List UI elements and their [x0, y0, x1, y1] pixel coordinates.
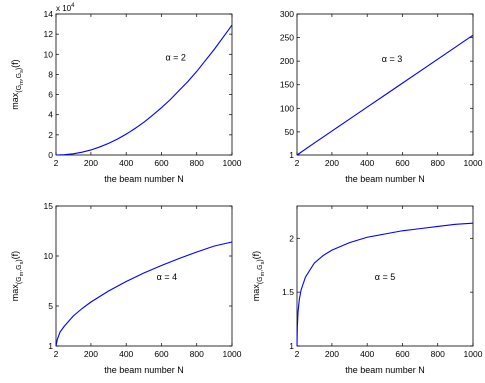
- subplot-4: 2 200 400 600 800 1000 1 1.5 2 the beam number N m…: [251, 205, 483, 375]
- x-tick-label: 200: [325, 158, 339, 168]
- y-axis-label-part: ,G: [16, 264, 23, 271]
- y-tick-label: 200: [280, 56, 294, 66]
- y-axis-label-part: s: [260, 261, 266, 264]
- y-tick-label: 1: [289, 150, 294, 160]
- y-tick-label: 14: [44, 9, 54, 19]
- x-tick-label: 1000: [223, 158, 242, 168]
- x-axis-label: the beam number N: [104, 365, 184, 375]
- x-tick-label: 1000: [464, 349, 483, 359]
- data-line: [55, 241, 233, 347]
- y-axis-label-part: m: [260, 271, 266, 276]
- x-tick-label: 400: [119, 158, 133, 168]
- x-axis-label: the beam number N: [104, 174, 184, 184]
- x-tick-label: 200: [84, 349, 98, 359]
- y-tick-label: 300: [280, 9, 294, 19]
- x-axis-label: the beam number N: [345, 174, 425, 184]
- alpha-annotation: α = 4: [157, 272, 177, 282]
- x-tick-label: 600: [154, 158, 168, 168]
- x-tick-label: 1000: [464, 158, 483, 168]
- y-tick-label: 100: [280, 103, 294, 113]
- x-tick-label: 800: [431, 158, 445, 168]
- x-tick-label: 1000: [223, 349, 242, 359]
- y-axis-label-part: ,G: [16, 73, 23, 80]
- y-axis-label-part: s: [19, 261, 25, 264]
- y-axis-label-part: ,G: [257, 264, 264, 271]
- axes-frame: [296, 205, 474, 347]
- y-axis-label-part: (G: [257, 276, 264, 284]
- y-multiplier-exponent: 4: [71, 3, 75, 9]
- x-tick-label: 200: [84, 158, 98, 168]
- y-axis-label-part: max: [251, 284, 261, 302]
- y-tick-label: 150: [280, 80, 294, 90]
- y-tick-label: 6: [48, 90, 53, 100]
- x-axis-label: the beam number N: [345, 365, 425, 375]
- axes-frame: [296, 13, 474, 156]
- y-axis-label-part: m: [19, 271, 25, 276]
- y-axis-label: max(Gm,Gs)(f): [251, 251, 266, 301]
- y-tick-label: 4: [48, 110, 53, 120]
- x-tick-label: 600: [154, 349, 168, 359]
- alpha-annotation: α = 2: [165, 53, 185, 63]
- y-axis-label-part: max: [10, 284, 20, 302]
- x-tick-label: 600: [395, 158, 409, 168]
- y-axis-label-part: (f): [10, 251, 20, 260]
- y-tick-label: 10: [44, 49, 54, 59]
- y-tick-label: 15: [44, 201, 54, 211]
- y-tick-label: 1: [289, 341, 294, 351]
- x-tick-label: 800: [190, 349, 204, 359]
- data-line: [296, 222, 474, 347]
- y-tick-label: 2: [289, 233, 294, 243]
- x-tick-label: 400: [360, 158, 374, 168]
- y-axis-label: max(Gm,Gs)(f): [10, 59, 25, 109]
- x-tick-label: 600: [395, 349, 409, 359]
- y-multiplier: x 104: [56, 3, 75, 13]
- x-tick-label: 2: [54, 349, 59, 359]
- y-tick-label: 0: [48, 150, 53, 160]
- y-axis-label: max(Gm,Gs)(f): [10, 251, 25, 301]
- y-axis-label-part: (G: [16, 85, 23, 93]
- alpha-annotation: α = 5: [375, 272, 395, 282]
- y-tick-label: 8: [48, 69, 53, 79]
- y-tick-label: 250: [280, 33, 294, 43]
- y-axis-label-part: ): [257, 259, 264, 261]
- axes-frame: [55, 13, 233, 156]
- y-tick-label: 10: [44, 251, 54, 261]
- x-tick-label: 400: [360, 349, 374, 359]
- y-axis-label-part: (f): [251, 251, 261, 260]
- axes-frame: [55, 205, 233, 347]
- y-tick-label: 1.5: [282, 287, 294, 297]
- y-axis-label-part: ): [16, 68, 23, 70]
- data-line: [55, 24, 233, 156]
- x-tick-label: 800: [431, 349, 445, 359]
- y-axis-label-part: (f): [10, 59, 20, 68]
- x-tick-label: 2: [295, 158, 300, 168]
- alpha-annotation: α = 3: [382, 54, 402, 64]
- y-tick-label: 12: [44, 29, 54, 39]
- y-tick-label: 1: [48, 341, 53, 351]
- y-tick-label: 50: [285, 127, 295, 137]
- x-tick-label: 2: [295, 349, 300, 359]
- y-axis-label-part: max: [10, 92, 20, 110]
- x-tick-label: 200: [325, 349, 339, 359]
- data-line: [296, 34, 474, 156]
- x-tick-label: 400: [119, 349, 133, 359]
- y-axis-label-part: s: [19, 70, 25, 73]
- x-tick-label: 2: [54, 158, 59, 168]
- y-axis-label-part: (G: [16, 276, 23, 284]
- x-tick-label: 800: [190, 158, 204, 168]
- y-tick-label: 5: [48, 301, 53, 311]
- y-tick-label: 2: [48, 130, 53, 140]
- y-axis-label-part: ): [16, 259, 23, 261]
- y-axis-label-part: m: [19, 80, 25, 85]
